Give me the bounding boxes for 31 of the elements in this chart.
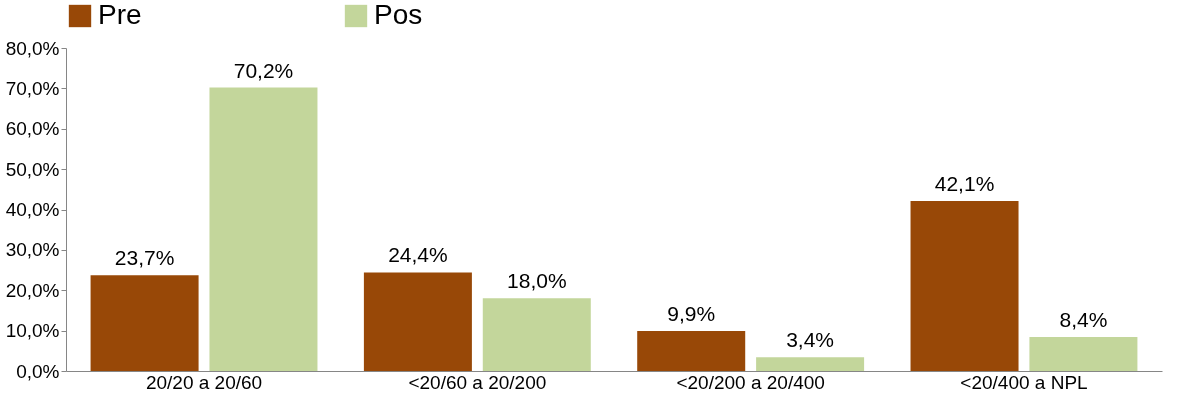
- data-label: 23,7%: [114, 246, 175, 270]
- y-tick-label: 30,0%: [5, 239, 60, 261]
- bar: [910, 201, 1019, 371]
- bar: [756, 357, 865, 371]
- y-tick-label: 0,0%: [16, 360, 60, 382]
- bar: [90, 275, 199, 371]
- data-label: 9,9%: [667, 302, 716, 326]
- y-tick-label: 50,0%: [5, 158, 60, 180]
- x-tick-label: <20/400 a NPL: [960, 371, 1088, 393]
- data-label: 42,1%: [934, 172, 995, 196]
- y-tick-label: 70,0%: [5, 77, 60, 99]
- bar: [637, 331, 746, 371]
- y-tick-label: 10,0%: [5, 320, 60, 342]
- x-tick-label: <20/200 a 20/400: [676, 371, 825, 393]
- data-label: 3,4%: [786, 328, 835, 352]
- data-label: 24,4%: [388, 243, 448, 267]
- bar: [209, 87, 318, 371]
- bar: [1029, 337, 1138, 371]
- x-tick-label: <20/60 a 20/200: [408, 371, 547, 393]
- x-tick-label: 20/20 a 20/60: [145, 371, 263, 393]
- y-tick-label: 40,0%: [5, 199, 60, 220]
- y-tick-label: 20,0%: [5, 279, 60, 301]
- bar: [363, 272, 472, 371]
- data-label: 18,0%: [507, 269, 567, 293]
- y-tick-label: 80,0%: [5, 37, 60, 59]
- bar: [482, 298, 591, 371]
- legend-label: Pos: [374, 0, 423, 30]
- data-label: 70,2%: [233, 58, 294, 82]
- data-label: 8,4%: [1059, 308, 1108, 332]
- y-tick-label: 60,0%: [5, 118, 60, 140]
- legend-label: Pre: [98, 0, 142, 30]
